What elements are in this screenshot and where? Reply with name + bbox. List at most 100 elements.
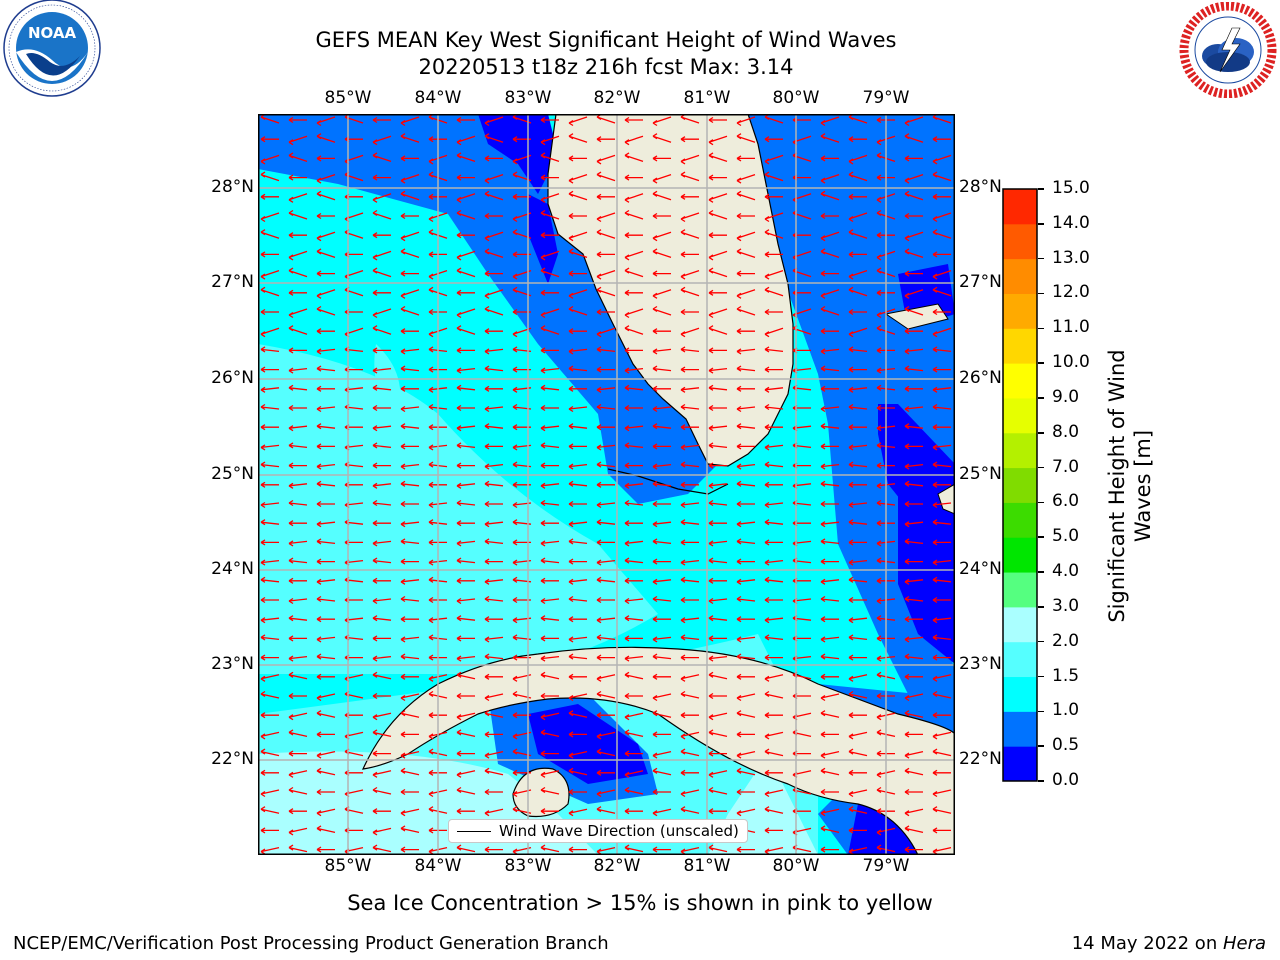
wind-wave-arrow <box>848 193 867 200</box>
wind-wave-arrow <box>288 135 308 146</box>
wind-wave-arrow <box>568 846 587 853</box>
wind-wave-arrow <box>260 674 280 682</box>
colorbar-tick-label: 8.0 <box>1052 421 1080 442</box>
wind-wave-arrow <box>260 386 280 393</box>
wind-wave-arrow <box>568 595 588 603</box>
wind-wave-arrow <box>848 286 868 297</box>
wind-wave-arrow <box>568 133 588 143</box>
wind-wave-arrow <box>932 712 951 719</box>
wind-wave-arrow <box>624 193 644 203</box>
wind-wave-arrow <box>316 521 336 528</box>
colorbar-tick <box>1038 257 1044 260</box>
wind-wave-arrow <box>540 289 559 296</box>
wind-wave-arrow <box>400 443 419 450</box>
wind-wave-arrow <box>400 155 419 162</box>
wind-wave-arrow <box>652 693 672 702</box>
lat-label-right: 23°N <box>959 654 1002 674</box>
wind-wave-arrow <box>484 500 503 508</box>
wind-wave-arrow <box>456 786 476 795</box>
wind-wave-arrow <box>316 731 335 738</box>
wind-wave-arrow <box>316 133 336 143</box>
noaa-logo-text: NOAA <box>28 24 77 42</box>
wind-wave-arrow <box>736 578 756 585</box>
wind-wave-arrow <box>288 289 307 296</box>
wind-wave-arrow <box>372 482 392 489</box>
wind-wave-arrow <box>568 212 587 220</box>
wind-wave-arrow <box>400 636 420 643</box>
wind-wave-arrow <box>904 558 923 565</box>
wind-wave-arrow <box>904 116 924 127</box>
wind-wave-arrow <box>708 615 728 622</box>
wind-wave-arrow <box>652 212 671 220</box>
wind-wave-arrow <box>540 135 560 146</box>
wind-wave-arrow <box>652 155 671 162</box>
wind-wave-arrow <box>372 367 392 374</box>
wind-wave-arrow <box>540 635 559 642</box>
colorbar-segment <box>1003 397 1037 434</box>
wind-wave-arrow <box>764 327 784 338</box>
lon-label-top: 79°W <box>862 88 910 108</box>
wind-wave-arrow <box>904 231 924 242</box>
wind-wave-arrow <box>260 806 280 814</box>
wind-wave-arrow <box>456 116 475 124</box>
wind-wave-arrow <box>932 251 951 258</box>
nws-logo <box>1179 2 1277 98</box>
wind-wave-arrow <box>708 267 728 278</box>
wind-wave-arrow <box>540 540 560 547</box>
wind-wave-arrow <box>568 731 587 738</box>
wind-wave-arrow <box>484 212 503 220</box>
wind-wave-arrow <box>764 559 784 566</box>
wind-wave-arrow <box>456 692 475 700</box>
wind-wave-arrow <box>372 615 392 622</box>
colorbar-segment <box>1003 328 1037 364</box>
wind-wave-arrow <box>848 576 868 583</box>
wind-wave-arrow <box>736 521 756 528</box>
wind-wave-arrow <box>484 443 503 450</box>
wind-wave-arrow <box>484 558 503 565</box>
wind-wave-arrow <box>484 595 504 603</box>
colorbar-segment <box>1003 467 1037 503</box>
wind-wave-arrow <box>596 748 616 757</box>
wind-wave-arrow <box>624 692 643 700</box>
wind-wave-arrow <box>904 305 924 316</box>
wind-wave-arrow <box>456 597 476 605</box>
wind-wave-arrow <box>540 655 560 662</box>
wind-wave-arrow <box>372 671 392 680</box>
wind-wave-arrow <box>372 557 392 564</box>
wind-wave-arrow <box>708 655 728 662</box>
wind-wave-arrow <box>288 462 307 469</box>
wind-wave-arrow <box>680 731 700 740</box>
lon-label-top: 80°W <box>772 88 820 108</box>
wind-wave-arrow <box>624 116 643 124</box>
wind-wave-arrow <box>484 710 504 718</box>
wind-wave-arrow <box>904 423 924 430</box>
wind-wave-arrow <box>904 289 924 299</box>
wind-wave-arrow <box>400 423 420 430</box>
wind-wave-arrow <box>288 152 308 163</box>
wind-wave-arrow <box>288 442 308 449</box>
wind-wave-arrow <box>904 212 923 220</box>
wind-wave-arrow <box>904 348 924 355</box>
wind-wave-arrow <box>624 712 644 721</box>
wind-wave-arrow <box>316 231 336 242</box>
colorbar-tick-label: 4.0 <box>1052 561 1080 582</box>
wind-wave-arrow <box>820 305 840 316</box>
wind-wave-arrow <box>456 308 476 319</box>
wind-wave-arrow <box>764 193 783 200</box>
wind-wave-arrow <box>568 116 588 127</box>
wind-wave-arrow <box>484 521 504 528</box>
wind-wave-arrow <box>932 346 952 353</box>
lon-label-top: 84°W <box>414 88 462 108</box>
wind-wave-arrow <box>764 229 784 239</box>
wind-wave-arrow <box>288 786 308 795</box>
wind-wave-arrow <box>456 655 476 662</box>
wind-wave-arrow <box>596 154 616 165</box>
wind-wave-arrow <box>764 154 784 165</box>
wind-wave-arrow <box>904 578 924 585</box>
wind-wave-arrow <box>820 190 840 201</box>
wind-wave-arrow <box>764 576 784 583</box>
wind-wave-arrow <box>540 325 560 335</box>
wind-wave-arrow <box>680 634 700 641</box>
wind-wave-arrow <box>540 499 560 507</box>
wind-wave-arrow <box>456 232 475 239</box>
